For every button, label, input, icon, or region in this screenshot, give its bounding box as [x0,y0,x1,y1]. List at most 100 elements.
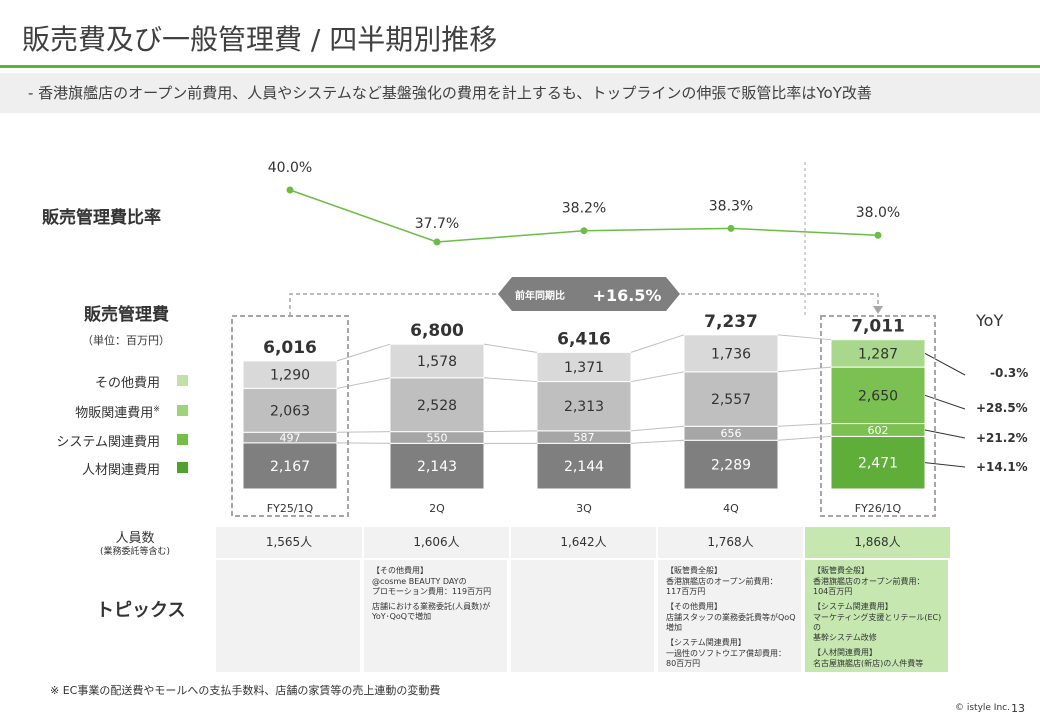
bar-label-system: 497 [280,432,301,445]
topics-cell-0 [216,560,362,672]
footnote: ※ EC事業の配送費やモールへの支払手数料、店舗の家賃等の売上連動の変動費 [50,684,441,697]
topic-line: 【販管費全般】 [666,566,722,575]
ratio-point [433,238,441,246]
yoy-other: -0.3% [990,366,1029,380]
bar-segment-other [242,360,338,389]
category-tick-label: FY25/1Q [267,502,314,515]
yoy-header: YoY [976,311,1004,330]
topic-line: 店舗スタッフの業務委託費等がQoQ 増加 [666,613,796,632]
segment-connector [777,366,832,373]
bar-total-label: 6,016 [263,338,317,358]
bar-segment-merch [389,377,485,433]
topics-cell-2 [511,560,656,672]
bar-segment-merch [830,366,926,425]
copyright: © istyle Inc. [955,703,1010,713]
topic-line: 【システム関連費用】 [813,602,893,611]
page-subtitle: - 香港旗艦店のオープン前費用、人員やシステムなど基盤強化の費用を計上するも、ト… [28,84,872,102]
headcount-cell-1: 1,606人 [364,527,511,558]
bar-total-label: 7,237 [704,312,758,332]
ratio-label: 38.2% [562,201,606,217]
yoy-personnel: +14.1% [976,460,1028,474]
legend-label-other: その他費用 [94,376,160,391]
ratio-point [727,224,735,232]
segment-connector [483,377,538,383]
segment-connector [630,425,685,432]
bar-segment-personnel [536,442,632,490]
headcount-cell-3: 1,768人 [658,527,805,558]
yoy-badge-value: +16.5% [593,286,662,305]
topic-line: 店舗における業務委託(人員数)が YoY･QoQで増加 [372,602,491,621]
legend-label-merch: 物販関連費用※ [75,402,160,421]
category-tick-label: 4Q [723,502,739,515]
legend: その他費用 物販関連費用※ システム関連費用 人材関連費用 [40,372,200,487]
bar-total-label: 6,416 [557,329,611,349]
ratio-point [874,231,882,239]
bar-label-personnel: 2,471 [858,456,898,472]
bar-label-other: 1,371 [564,360,604,376]
bar-segment-merch [242,387,338,433]
bar-segment-merch [683,371,779,427]
topic-line: 【その他費用】 [372,566,428,575]
bar-label-merch: 2,528 [417,398,457,414]
yoy-connector [924,429,966,439]
bar-label-personnel: 2,167 [270,459,310,475]
bar-segment-personnel [683,439,779,490]
segment-connector [630,371,685,383]
segment-connector [483,343,538,353]
legend-swatch-system [177,434,188,445]
topics-cell-4: 【販管費全般】 香港旗艦店のオープン前費用： 104百万円 【システム関連費用】… [805,560,950,672]
topics-cell-3: 【販管費全般】 香港旗艦店のオープン前費用： 117百万円 【その他費用】 店舗… [658,560,803,672]
bar-label-merch: 2,313 [564,399,604,415]
bar-label-merch: 2,557 [711,392,751,408]
bar-total-label: 7,011 [851,317,905,337]
comparison-arrowhead [873,306,883,314]
page-number: 13 [1011,702,1025,715]
page-title: 販売費及び一般管理費 / 四半期別推移 [22,23,498,56]
headcount-label: 人員数 [115,531,155,546]
yoy-merch: +28.5% [976,401,1028,415]
segment-connector [777,423,832,427]
bar-label-other: 1,290 [270,368,310,384]
legend-label-system: システム関連費用 [56,435,160,450]
ratio-point [580,227,588,235]
category-tick-label: 2Q [429,502,445,515]
yoy-connector [924,394,966,410]
topic-line: 【システム関連費用】 [666,638,746,647]
topic-line: 香港旗艦店のオープン前費用： 117百万円 [666,577,778,596]
subtitle-bar [0,73,1040,113]
yoy-connector [924,462,966,468]
bar-label-personnel: 2,289 [711,458,751,474]
bar-label-personnel: 2,144 [564,459,604,475]
yoy-system: +21.2% [976,431,1028,445]
bar-segment-other [830,339,926,368]
bar-label-other: 1,578 [417,354,457,370]
segment-connector [777,435,832,441]
segment-connector [630,439,685,444]
yoy-badge-prefix: 前年同期比 [515,289,565,302]
bar-label-merch: 2,063 [270,403,310,419]
yoy-badge [498,277,680,311]
headcount-cell-0: 1,565人 [216,527,364,558]
title-divider [0,65,1040,68]
ratio-label: 38.3% [709,198,753,214]
legend-swatch-other [177,375,188,386]
topic-line: 【人材関連費用】 [813,648,877,657]
ratio-label: 37.7% [415,216,459,232]
bar-label-merch: 2,650 [858,388,898,404]
topics-label: トピックス [96,600,186,621]
legend-label-personnel: 人材関連費用 [81,463,160,478]
topic-line: 名古屋旗艦店(新店)の人件費等 [813,659,924,668]
segment-connector [336,343,391,362]
ratio-label: 38.0% [856,205,900,221]
bar-segment-personnel [389,442,485,490]
sga-label: 販売管理費 [84,305,169,325]
legend-note-mark: ※ [153,404,160,414]
topic-line: 【販管費全般】 [813,566,869,575]
bar-segment-other [683,334,779,373]
legend-swatch-personnel [177,462,188,473]
bar-segment-other [389,343,485,379]
segment-connector [630,334,685,353]
ratio-point [286,186,294,194]
sga-unit-label: （単位：百万円） [82,334,170,347]
headcount-sublabel: (業務委託等含む) [99,547,171,557]
